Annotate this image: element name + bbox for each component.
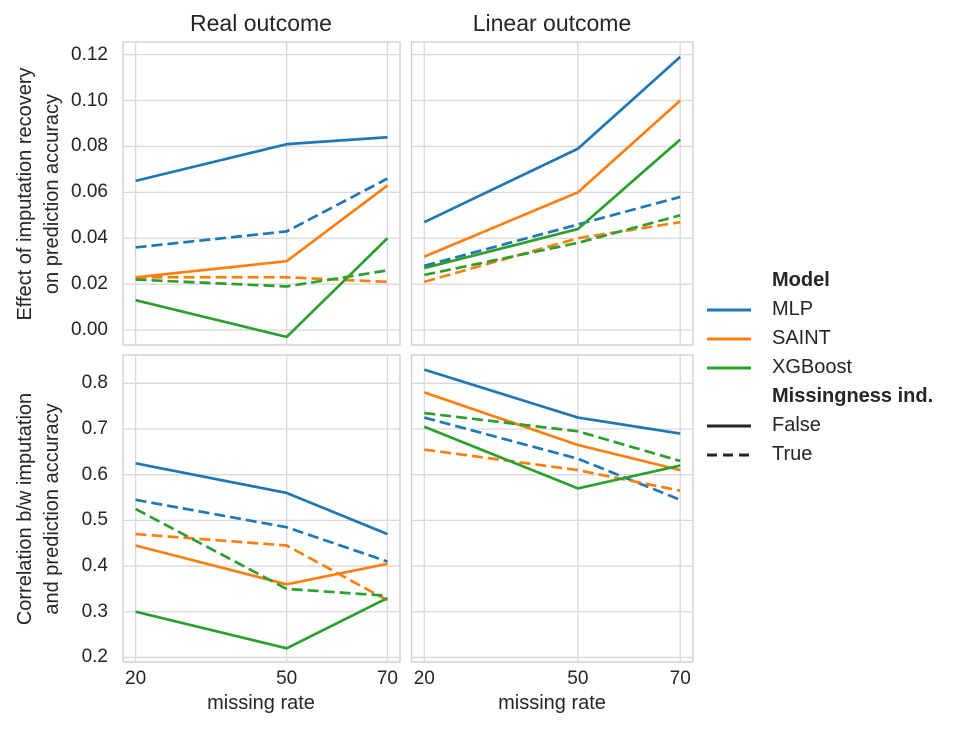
- series-line-XGBoost-False: [135, 237, 389, 339]
- y-tick-label: 0.6: [81, 463, 108, 485]
- legend-line-solid-icon: [707, 424, 751, 427]
- series-line-XGBoost-True: [135, 269, 388, 288]
- series-line-MLP-True: [135, 498, 388, 563]
- x-tick-label: 50: [276, 668, 298, 689]
- panel-top-left: [122, 41, 401, 346]
- y-tick-label: 0.4: [81, 555, 108, 577]
- series-line-SAINT-False: [135, 184, 389, 279]
- legend-line-xgboost-icon: [707, 366, 751, 369]
- column-title-linear-outcome: Linear outcome: [472, 10, 632, 36]
- legend-title-model: Model: [772, 269, 830, 291]
- y-tick-label: 0.02: [71, 273, 108, 295]
- y-tick-label: 0.10: [71, 89, 108, 111]
- legend-line-dashed-icon: [707, 453, 751, 456]
- legend-item-saint: SAINT: [706, 324, 933, 353]
- legend-item-false: False: [706, 411, 933, 440]
- legend-label-xgboost: XGBoost: [772, 356, 853, 378]
- legend-label-saint: SAINT: [772, 327, 831, 349]
- series-line-XGBoost-True: [424, 214, 681, 277]
- series-line-MLP-True: [423, 416, 681, 502]
- legend-label-false: False: [772, 414, 821, 436]
- y-tick-label: 0.04: [71, 227, 108, 249]
- legend-line-saint-icon: [707, 337, 751, 340]
- series-line-MLP-False: [423, 55, 682, 224]
- series-line-SAINT-True: [423, 220, 681, 284]
- y-tick-label: 0.00: [71, 319, 108, 341]
- column-title-real-outcome: Real outcome: [190, 10, 332, 36]
- panel-bottom-right: [410, 354, 694, 663]
- series-line-SAINT-False: [423, 391, 681, 472]
- series-line-XGBoost-True: [134, 507, 388, 598]
- x-tick-label: 70: [669, 668, 691, 689]
- legend-item-xgboost: XGBoost: [706, 353, 933, 382]
- series-line-XGBoost-True: [424, 411, 681, 463]
- y-tick-label: 0.5: [81, 509, 108, 531]
- series-line-XGBoost-False: [135, 596, 389, 650]
- y-tick-label: 0.3: [81, 600, 108, 622]
- series-line-SAINT-True: [424, 448, 681, 493]
- series-line-MLP-False: [135, 461, 388, 536]
- x-axis-label-left: missing rate: [207, 692, 315, 714]
- y-tick-label: 0.06: [71, 181, 108, 203]
- legend-title-missingness: Missingness ind.: [772, 385, 934, 407]
- x-tick-label: 70: [376, 668, 398, 689]
- y-tick-label: 0.08: [71, 135, 108, 157]
- legend-label-mlp: MLP: [772, 298, 814, 320]
- panel-frame: [122, 41, 401, 346]
- panel-frame: [122, 354, 401, 663]
- series-line-SAINT-True: [135, 275, 388, 284]
- series-line-MLP-False: [423, 368, 681, 435]
- y-tick-label: 0.2: [81, 646, 108, 668]
- x-tick-label: 20: [125, 668, 147, 689]
- series-line-MLP-True: [135, 177, 389, 249]
- panel-bottom-left: [122, 354, 401, 663]
- series-line-SAINT-False: [423, 99, 682, 258]
- panel-top-right: [410, 41, 694, 346]
- series-line-SAINT-True: [135, 532, 389, 602]
- legend-item-mlp: MLP: [706, 295, 933, 324]
- x-tick-label: 50: [567, 668, 589, 689]
- legend-label-true: True: [772, 443, 813, 465]
- legend-line-mlp-icon: [707, 308, 751, 311]
- series-line-SAINT-False: [135, 544, 388, 586]
- series-line-XGBoost-False: [423, 425, 681, 490]
- y-tick-label: 0.8: [81, 372, 108, 394]
- series-line-MLP-False: [135, 135, 388, 183]
- x-axis-label-right: missing rate: [498, 692, 606, 714]
- series-line-MLP-True: [423, 195, 681, 268]
- panel-frame: [410, 354, 694, 663]
- x-tick-label: 20: [413, 668, 435, 689]
- y-tick-label: 0.7: [81, 418, 108, 439]
- legend-item-true: True: [706, 440, 933, 469]
- legend: Model MLP SAINT XGBoost Missingness ind.…: [706, 266, 933, 469]
- y-tick-label: 0.12: [71, 43, 108, 65]
- series-line-XGBoost-False: [423, 138, 682, 270]
- panel-frame: [410, 41, 694, 346]
